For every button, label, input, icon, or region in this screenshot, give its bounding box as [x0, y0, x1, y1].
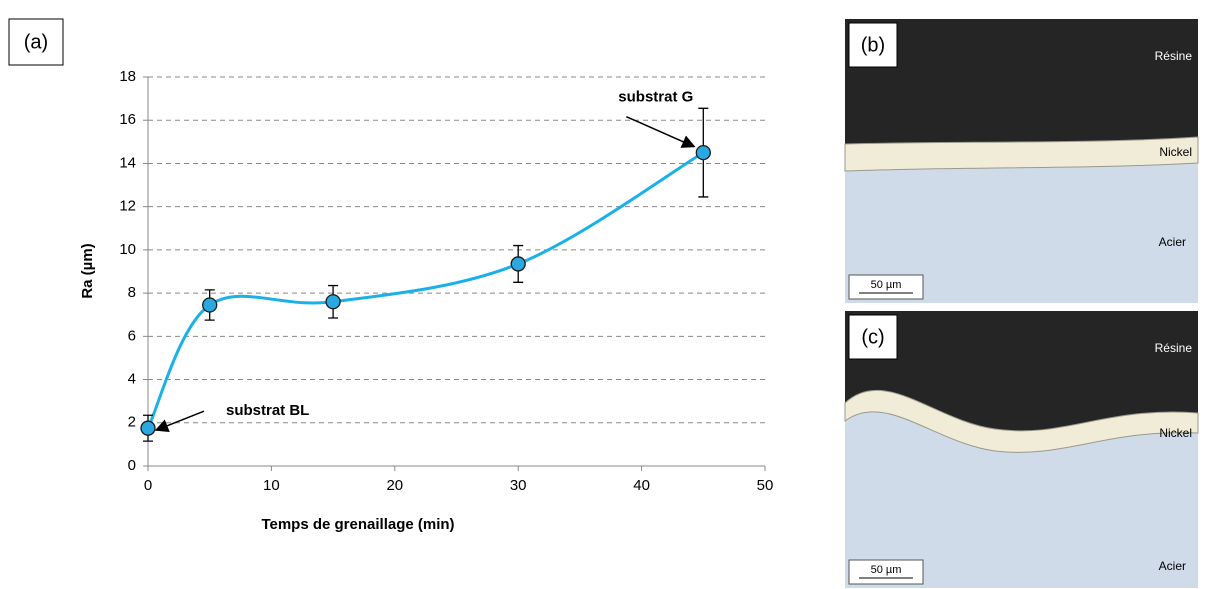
x-tick-label: 20 [386, 477, 403, 494]
nickel-layer [844, 136, 1199, 172]
y-tick-label: 10 [119, 241, 136, 258]
annotation-arrow [625, 115, 696, 148]
x-tick-label: 50 [757, 477, 774, 494]
panel-label: (b) [861, 34, 885, 56]
marker [695, 144, 711, 161]
scale-label: 50 µm [871, 564, 902, 576]
layer-label: Résine [1155, 341, 1193, 355]
y-axis-label: Ra (µm) [79, 243, 96, 298]
micrograph: (b) Résine Nickel Acier 50 µm [844, 19, 1199, 303]
resin [845, 311, 1198, 431]
marker [140, 420, 156, 436]
x-tick-label: 0 [144, 477, 152, 494]
y-tick-label: 18 [119, 68, 136, 85]
label-box [848, 314, 898, 360]
x-tick-label: 10 [263, 477, 280, 494]
panel-label: (c) [861, 326, 884, 348]
layer-label: Nickel [1159, 426, 1192, 440]
y-tick-label: 16 [119, 111, 136, 128]
y-tick-label: 6 [128, 327, 136, 344]
x-tick-label: 30 [510, 477, 527, 494]
y-tick-label: 2 [128, 414, 136, 431]
y-tick-label: 4 [128, 371, 136, 388]
scale-box [848, 274, 924, 300]
panel-label: (a) [24, 31, 48, 53]
marker [202, 297, 218, 313]
layer-label: Résine [1155, 49, 1193, 63]
marker [325, 294, 341, 310]
nickel-layer [844, 390, 1199, 453]
annotation: substrat G [618, 89, 693, 106]
layer-label: Nickel [1159, 145, 1192, 159]
x-axis-label: Temps de grenaillage (min) [261, 516, 454, 533]
y-tick-label: 0 [128, 457, 136, 474]
scale-label: 50 µm [871, 279, 902, 291]
annotation: substrat BL [226, 402, 309, 419]
micrograph: (c) Résine Nickel Acier 50 µm [844, 311, 1199, 588]
panel-label-box [8, 18, 64, 66]
resin [845, 19, 1198, 144]
y-tick-label: 8 [128, 284, 136, 301]
marker [510, 256, 526, 272]
layer-label: Acier [1159, 235, 1186, 249]
line [146, 151, 705, 429]
layer-label: Acier [1159, 559, 1186, 573]
scale-box [848, 559, 924, 585]
x-tick-label: 40 [633, 477, 650, 494]
y-tick-label: 14 [119, 154, 136, 171]
annotation-arrow [154, 410, 205, 432]
label-box [848, 22, 898, 68]
y-tick-label: 12 [119, 198, 136, 215]
